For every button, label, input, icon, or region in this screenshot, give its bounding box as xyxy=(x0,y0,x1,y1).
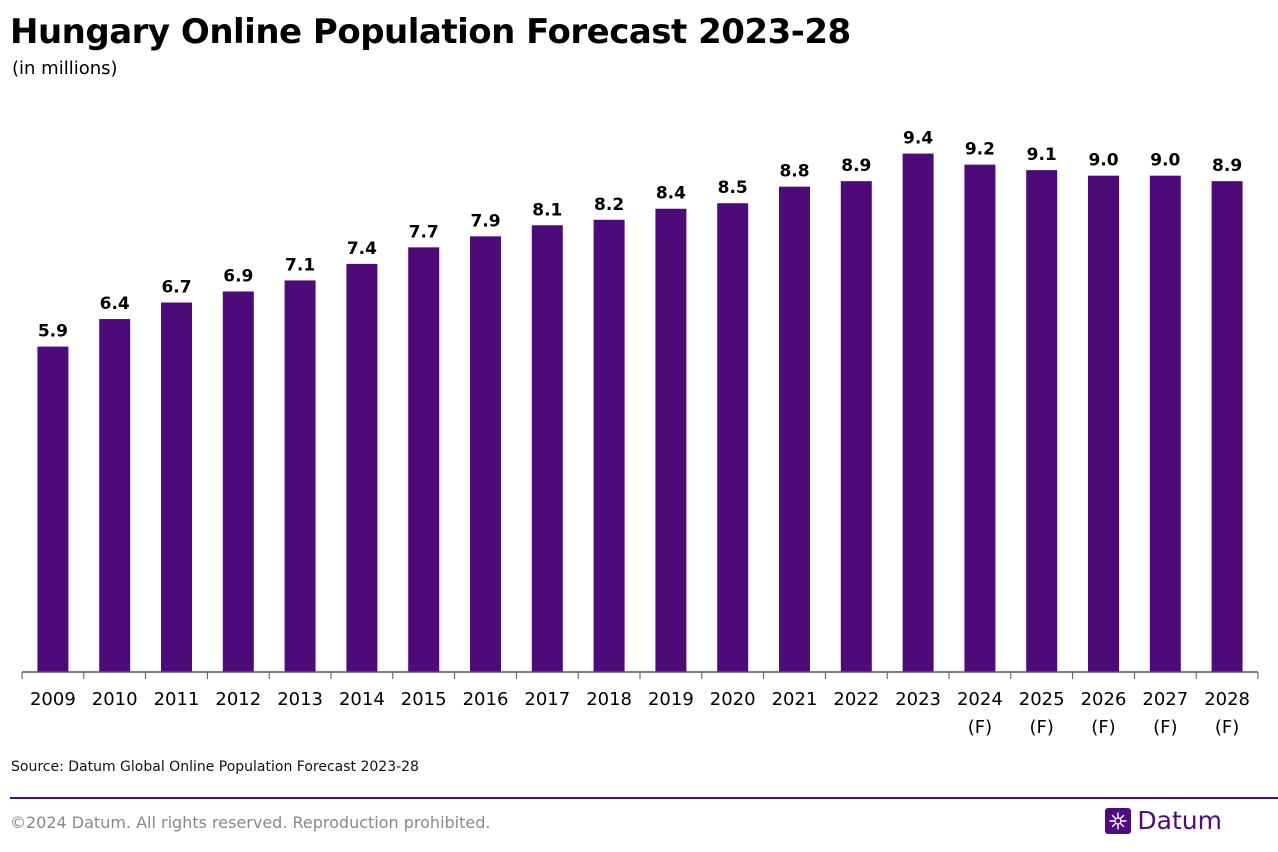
data-label: 8.1 xyxy=(532,200,562,220)
copyright-text: ©2024 Datum. All rights reserved. Reprod… xyxy=(10,813,491,832)
x-tick-label: (F) xyxy=(1029,717,1053,738)
bar xyxy=(717,203,749,672)
data-label: 8.4 xyxy=(656,184,686,204)
bar xyxy=(593,219,625,672)
bar xyxy=(779,186,810,672)
x-tick-label: 2025 xyxy=(1019,689,1065,710)
x-tick-label: 2018 xyxy=(586,689,632,710)
x-tick-label: 2010 xyxy=(92,689,138,710)
x-tick-label: 2022 xyxy=(833,689,879,710)
data-label: 8.9 xyxy=(1212,156,1242,176)
data-label: 8.5 xyxy=(718,178,748,198)
bar xyxy=(531,225,563,672)
data-label: 6.4 xyxy=(100,294,130,314)
bar xyxy=(284,280,316,672)
x-tick-label: 2020 xyxy=(710,689,756,710)
bar xyxy=(161,302,192,672)
bar xyxy=(37,346,69,672)
x-tick-label: 2011 xyxy=(154,689,200,710)
chart-title: Hungary Online Population Forecast 2023-… xyxy=(10,12,851,52)
bar xyxy=(222,291,254,672)
x-tick-label: 2014 xyxy=(339,689,385,710)
data-label: 8.9 xyxy=(841,156,871,176)
x-tick-label: 2013 xyxy=(277,689,323,710)
brand-name: Datum xyxy=(1137,806,1222,835)
x-tick-label: 2023 xyxy=(895,689,941,710)
source-note: Source: Datum Global Online Population F… xyxy=(11,759,419,775)
x-tick-label: 2017 xyxy=(524,689,570,710)
x-tick-label: 2016 xyxy=(463,689,509,710)
bar xyxy=(840,181,872,673)
bar xyxy=(1211,181,1243,673)
x-tick-label: 2009 xyxy=(30,689,76,710)
x-tick-label: 2015 xyxy=(401,689,447,710)
bar xyxy=(1088,175,1119,672)
bar xyxy=(902,153,934,673)
bar xyxy=(1026,170,1058,672)
data-label: 9.4 xyxy=(903,129,933,149)
footer-divider xyxy=(10,797,1278,799)
bar xyxy=(655,208,687,673)
chart-subtitle: (in millions) xyxy=(12,58,118,79)
bar xyxy=(346,263,378,672)
x-tick-label: (F) xyxy=(1091,717,1115,738)
x-tick-label: 2027 xyxy=(1142,689,1188,710)
bar xyxy=(470,236,501,672)
data-label: 9.1 xyxy=(1027,145,1057,165)
bar xyxy=(408,247,440,672)
value-labels-group: 5.9 6.4 6.7 6.9 7.1 7.4 7.7 7.9 8.1 8.2 8.4 8.5 8.8 8… xyxy=(38,129,1242,342)
bar xyxy=(1149,175,1181,672)
x-axis: 2009 2010 2011 2012 2013 2014 2015 2016 2017 2018… xyxy=(21,671,1259,738)
data-label: 7.9 xyxy=(470,211,500,231)
data-label: 7.4 xyxy=(347,239,377,259)
data-label: 7.7 xyxy=(409,222,439,242)
data-label: 8.8 xyxy=(779,162,809,182)
x-tick-label: (F) xyxy=(1153,717,1177,738)
x-tick-label: 2019 xyxy=(648,689,694,710)
bar-chart: 5.9 6.4 6.7 6.9 7.1 7.4 7.7 7.9 8.1 8.2 8.4 8.5 8.8 8… xyxy=(21,129,1259,738)
datum-logo-icon xyxy=(1105,807,1132,834)
data-label: 5.9 xyxy=(38,322,68,342)
x-tick-label: 2024 xyxy=(957,689,1003,710)
data-label: 6.7 xyxy=(161,277,191,297)
data-label: 9.0 xyxy=(1088,151,1118,171)
x-tick-label: (F) xyxy=(1215,717,1239,738)
bar xyxy=(99,319,131,672)
x-tick-label: 2021 xyxy=(772,689,818,710)
bars-group xyxy=(37,153,1243,673)
data-label: 7.1 xyxy=(285,255,315,275)
x-tick-label: 2012 xyxy=(215,689,261,710)
x-tick-label: 2028 xyxy=(1204,689,1250,710)
x-tick-label: (F) xyxy=(968,717,992,738)
bar xyxy=(964,164,996,672)
brand-logo: Datum xyxy=(1105,806,1222,835)
data-label: 8.2 xyxy=(594,195,624,215)
data-label: 6.9 xyxy=(223,266,253,286)
data-label: 9.0 xyxy=(1150,151,1180,171)
data-label: 9.2 xyxy=(965,140,995,160)
x-tick-label: 2026 xyxy=(1081,689,1127,710)
